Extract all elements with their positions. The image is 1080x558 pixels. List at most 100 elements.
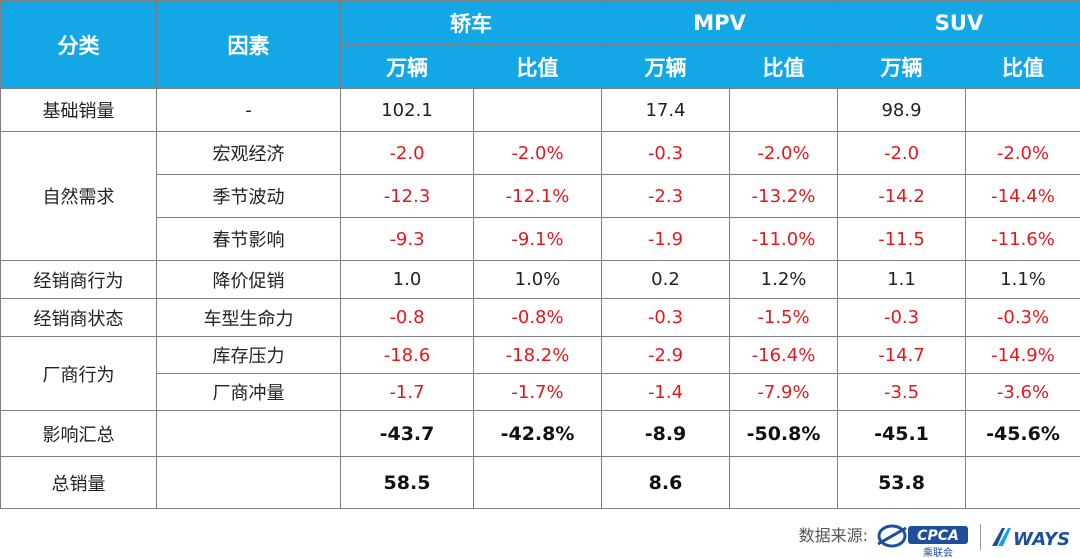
cell-value: -1.9 — [601, 217, 730, 261]
row-factor: 降价促销 — [156, 260, 341, 299]
row-factor: 春节影响 — [156, 217, 341, 261]
table-row: 总销量 58.5 8.6 53.8 — [0, 456, 1080, 509]
cell-value: -2.0% — [965, 131, 1080, 175]
table-row: 厂商行为 库存压力 -18.6 -18.2% -2.9 -16.4% -14.7… — [0, 336, 1080, 411]
row-factor — [156, 456, 341, 509]
row-factor: 库存压力 — [156, 336, 341, 374]
row-factor — [156, 410, 341, 457]
cell-value: -14.9% — [965, 336, 1080, 374]
cell-value: -3.6% — [965, 373, 1080, 411]
cell-value: -2.0 — [837, 131, 967, 175]
cell-value: -2.0% — [728, 131, 839, 175]
cell-value: -13.2% — [728, 174, 839, 218]
cell-value: -0.3 — [601, 131, 730, 175]
sales-impact-table: 分类 因素 轿车 MPV SUV 万辆 比值 万辆 比值 万辆 比值 基础销量 … — [0, 0, 1080, 509]
cell-value: 0.2 — [601, 260, 730, 299]
cell-value: -18.2% — [473, 336, 602, 374]
cell-value — [728, 88, 839, 132]
cell-value: -2.9 — [601, 336, 730, 374]
cell-value: 58.5 — [340, 456, 474, 509]
cell-value: 1.1% — [965, 260, 1080, 299]
cell-value: -1.7 — [340, 373, 474, 411]
cell-value: -0.3% — [965, 298, 1080, 337]
row-category: 影响汇总 — [0, 410, 157, 457]
cell-value: -50.8% — [728, 410, 839, 457]
cell-value: -2.0 — [340, 131, 474, 175]
cell-value: -14.7 — [837, 336, 967, 374]
cell-value: -0.8% — [473, 298, 602, 337]
cell-value — [473, 88, 602, 132]
cell-value: -11.5 — [837, 217, 967, 261]
cpca-logo-text: CPCA — [917, 528, 959, 544]
source-label: 数据来源: — [798, 526, 868, 545]
table-row: 经销商行为 降价促销 1.0 1.0% 0.2 1.2% 1.1 1.1% — [0, 260, 1080, 299]
cpca-sub-text: 乘联会 — [923, 546, 953, 558]
row-category: 厂商行为 — [0, 336, 157, 411]
cell-value: -7.9% — [728, 373, 839, 411]
table-row: 自然需求 宏观经济 -2.0 -2.0% -0.3 -2.0% -2.0 -2.… — [0, 131, 1080, 261]
ways-logo: WAYS — [992, 528, 1070, 550]
cell-value: 17.4 — [601, 88, 730, 132]
row-category: 总销量 — [0, 456, 157, 509]
cell-value: -43.7 — [340, 410, 474, 457]
cell-value: -45.1 — [837, 410, 967, 457]
cell-value: -2.3 — [601, 174, 730, 218]
cell-value: -9.1% — [473, 217, 602, 261]
cell-value: -12.3 — [340, 174, 474, 218]
ways-logo-text: WAYS — [1013, 529, 1070, 550]
table-row: 经销商状态 车型生命力 -0.8 -0.8% -0.3 -1.5% -0.3 -… — [0, 298, 1080, 337]
table-row: 春节影响 -9.3 -9.1% -1.9 -11.0% -11.5 -11.6% — [1, 217, 1080, 261]
header-sub-units: 万辆 — [601, 44, 730, 89]
cell-value: -14.2 — [837, 174, 967, 218]
cell-value: -16.4% — [728, 336, 839, 374]
cell-value: 8.6 — [601, 456, 730, 509]
cell-value: -11.0% — [728, 217, 839, 261]
cell-value: -1.5% — [728, 298, 839, 337]
cell-value: -0.3 — [601, 298, 730, 337]
header-sub-ratio: 比值 — [473, 44, 602, 89]
cell-value: -11.6% — [965, 217, 1080, 261]
table-row: 基础销量 - 102.1 17.4 98.9 — [0, 88, 1080, 132]
cell-value: -9.3 — [340, 217, 474, 261]
cell-value — [965, 88, 1080, 132]
row-category: 经销商状态 — [0, 298, 157, 337]
cell-value: 1.0 — [340, 260, 474, 299]
table-row: 影响汇总 -43.7 -42.8% -8.9 -50.8% -45.1 -45.… — [0, 410, 1080, 457]
cell-value: 102.1 — [340, 88, 474, 132]
cell-value: -18.6 — [340, 336, 474, 374]
header-group-sedan: 轿车 — [340, 0, 602, 45]
header-group-mpv: MPV — [600, 0, 839, 45]
cell-value: -8.9 — [601, 410, 730, 457]
header-category: 分类 — [0, 0, 157, 89]
cell-value: 98.9 — [837, 88, 967, 132]
table-row: 厂商冲量 -1.7 -1.7% -1.4 -7.9% -3.5 -3.6% — [1, 373, 1080, 411]
cell-value: 1.2% — [728, 260, 839, 299]
header-sub-ratio: 比值 — [728, 44, 839, 89]
header-group-suv: SUV — [837, 0, 1080, 45]
cell-value: -14.4% — [965, 174, 1080, 218]
header-factor: 因素 — [156, 0, 341, 89]
cell-value: -3.5 — [837, 373, 967, 411]
cell-value — [473, 456, 602, 509]
row-factor: - — [156, 88, 341, 132]
cell-value: -0.3 — [837, 298, 967, 337]
cell-value: 1.1 — [837, 260, 967, 299]
cell-value — [728, 456, 839, 509]
cell-value — [965, 456, 1080, 509]
cell-value: -0.8 — [340, 298, 474, 337]
cell-value: -1.4 — [601, 373, 730, 411]
row-factor: 车型生命力 — [156, 298, 341, 337]
header-sub-ratio: 比值 — [965, 44, 1080, 89]
row-factor: 季节波动 — [156, 174, 341, 218]
cell-value: -1.7% — [473, 373, 602, 411]
header-sub-units: 万辆 — [837, 44, 967, 89]
cpca-logo: CPCA 乘联会 — [877, 524, 968, 558]
header-sub-units: 万辆 — [340, 44, 474, 89]
row-category: 基础销量 — [0, 88, 157, 132]
row-category: 经销商行为 — [0, 260, 157, 299]
row-category: 自然需求 — [0, 131, 157, 261]
cell-value: 53.8 — [837, 456, 967, 509]
row-factor: 厂商冲量 — [156, 373, 341, 411]
cell-value: 1.0% — [473, 260, 602, 299]
cell-value: -12.1% — [473, 174, 602, 218]
